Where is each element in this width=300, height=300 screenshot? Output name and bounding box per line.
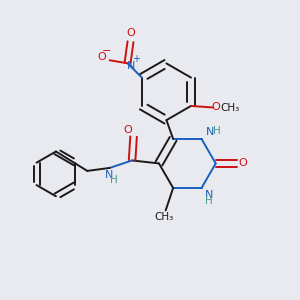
Text: H: H [110, 175, 118, 185]
Text: H: H [213, 126, 221, 136]
Text: +: + [133, 54, 140, 64]
Text: O: O [98, 52, 106, 62]
Text: CH₃: CH₃ [220, 103, 239, 113]
Text: O: O [211, 102, 220, 112]
Text: −: − [102, 46, 111, 56]
Text: N: N [105, 170, 113, 180]
Text: CH₃: CH₃ [154, 212, 174, 222]
Text: N: N [205, 190, 213, 200]
Text: N: N [206, 127, 215, 137]
Text: N: N [127, 61, 135, 70]
Text: H: H [205, 196, 213, 206]
Text: O: O [239, 158, 248, 167]
Text: O: O [127, 28, 136, 38]
Text: O: O [124, 125, 133, 135]
